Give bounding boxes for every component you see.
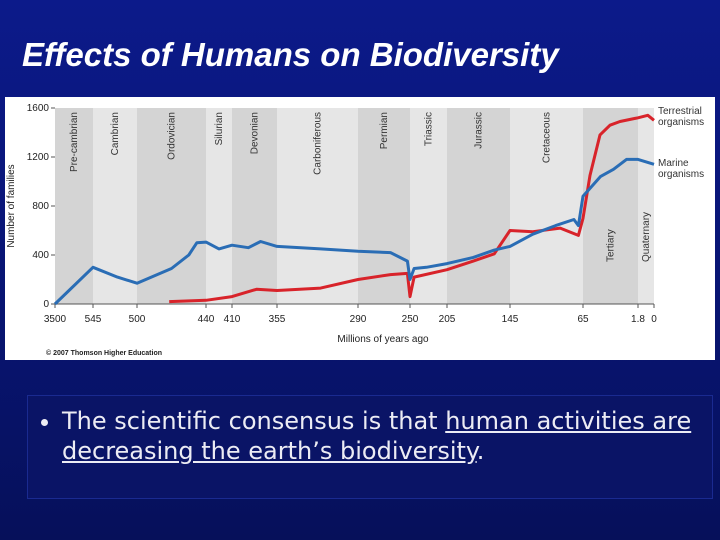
period-band <box>232 108 277 304</box>
period-label: Tertiary <box>606 229 617 262</box>
period-label: Cambrian <box>110 112 121 155</box>
series-line <box>169 113 655 304</box>
credit: © 2007 Thomson Higher Education <box>46 349 162 357</box>
x-tick-label: 500 <box>129 314 146 325</box>
period-label: Carboniferous <box>313 112 324 175</box>
y-tick-label: 800 <box>32 201 49 212</box>
x-tick-label: 0 <box>651 314 657 325</box>
y-tick-label: 1600 <box>27 103 50 114</box>
x-tick-label: 205 <box>439 314 456 325</box>
series-label: Terrestrial organisms <box>658 106 705 129</box>
x-axis-label: Millions of years ago <box>337 334 429 345</box>
period-label: Ordovician <box>167 112 178 160</box>
x-tick-label: 440 <box>198 314 215 325</box>
period-label: Quaternary <box>641 212 652 262</box>
bullet-text: The scientific consensus is that <box>62 407 446 435</box>
series-label: Marine organisms <box>658 158 705 181</box>
y-axis-label: Number of families <box>6 164 17 247</box>
x-tick-label: 290 <box>350 314 367 325</box>
period-band <box>277 108 358 304</box>
x-tick-label: 250 <box>402 314 419 325</box>
x-tick-label: 410 <box>224 314 241 325</box>
x-tick-label: 355 <box>269 314 286 325</box>
x-tick-label: 1.8 <box>631 314 645 325</box>
x-tick-label: 3500 <box>44 314 67 325</box>
period-label: Silurian <box>214 112 225 145</box>
y-tick-label: 1200 <box>27 152 50 163</box>
period-label: Cretaceous <box>542 112 553 163</box>
period-band <box>137 108 206 304</box>
period-label: Jurassic <box>474 112 485 149</box>
bullet: The scientific consensus is that human a… <box>62 406 700 466</box>
period-label: Triassic <box>424 112 435 146</box>
bullet-text: . <box>476 437 485 465</box>
x-tick-label: 545 <box>85 314 102 325</box>
period-label: Devonian <box>250 112 261 154</box>
period-label: Permian <box>379 112 390 149</box>
period-band <box>510 108 583 304</box>
period-band <box>447 108 510 304</box>
y-tick-label: 0 <box>43 299 49 310</box>
period-label: Pre-cambrian <box>69 112 80 172</box>
series-line <box>53 157 655 306</box>
period-band <box>638 108 654 304</box>
x-tick-label: 65 <box>577 314 589 325</box>
period-band <box>358 108 410 304</box>
period-band <box>583 108 638 304</box>
y-tick-label: 400 <box>32 250 49 261</box>
bullet-text: human activities are decreasing the eart… <box>62 407 692 465</box>
bullet-box: The scientific consensus is that human a… <box>27 395 713 499</box>
x-tick-label: 145 <box>502 314 519 325</box>
slide-title: Effects of Humans on Biodiversity <box>22 36 560 73</box>
period-band <box>206 108 232 304</box>
